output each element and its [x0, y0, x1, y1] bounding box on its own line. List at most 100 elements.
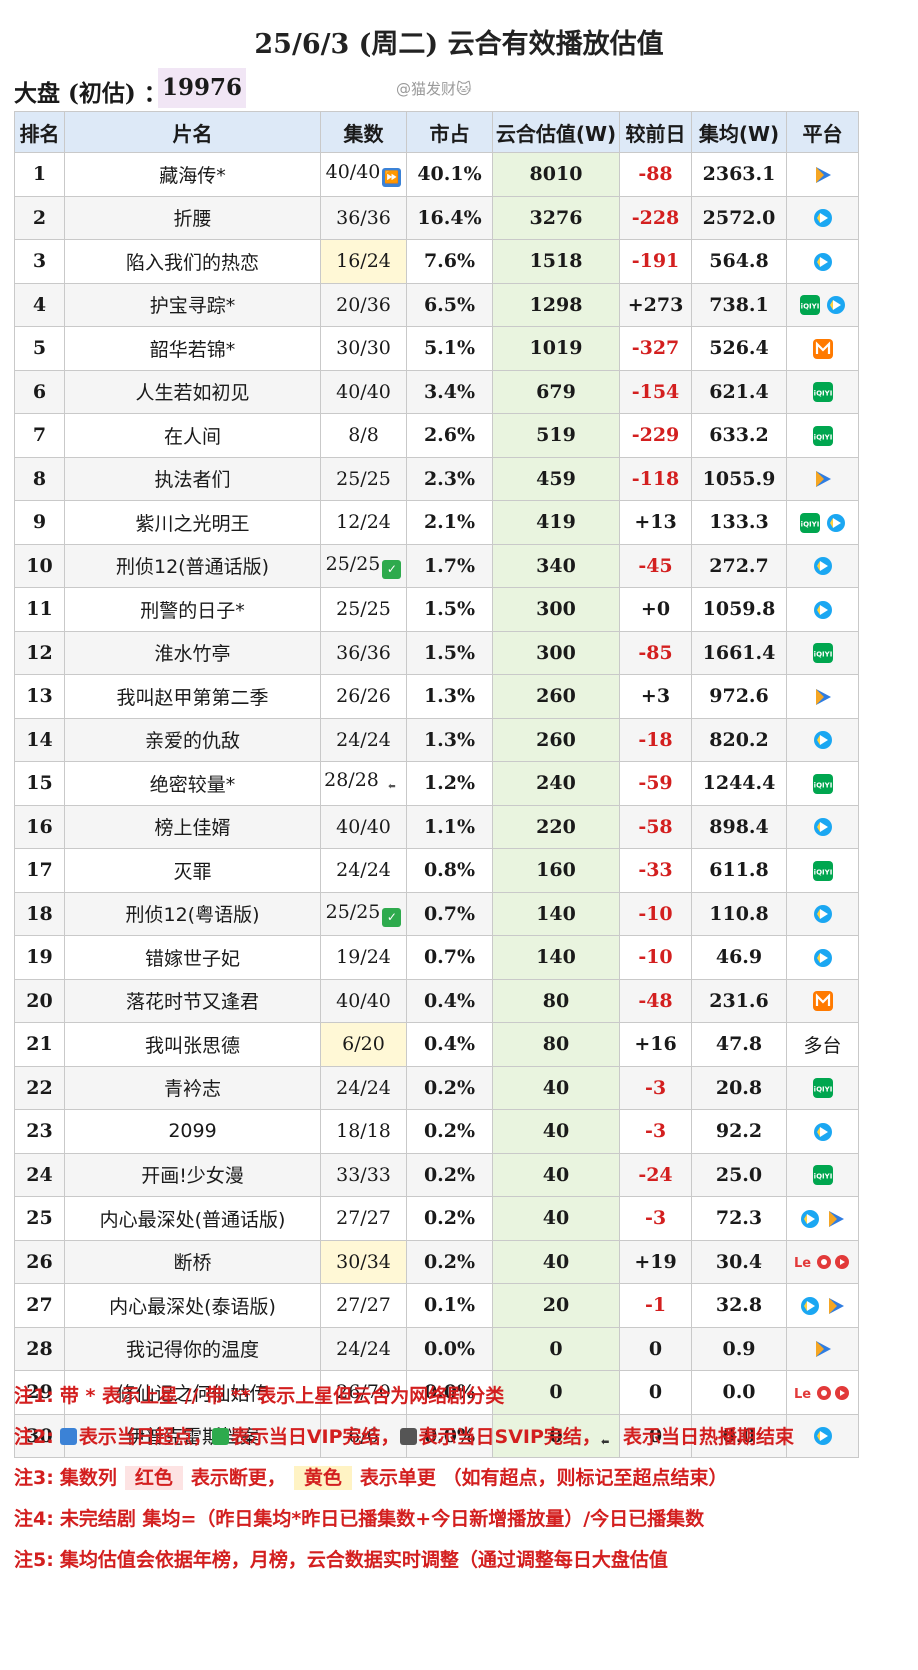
cell-value: 40	[492, 1239, 620, 1284]
cell-name: 内心最深处(普通话版)	[64, 1196, 321, 1241]
cell-share: 1.3%	[406, 717, 493, 762]
episodes-text: 25/25	[336, 598, 391, 621]
cell-name: 榜上佳婿	[64, 804, 321, 849]
tencent-video-icon	[815, 166, 831, 183]
episodes-text: 19/24	[336, 946, 391, 969]
header-platform: 平台	[786, 111, 859, 153]
tencent-video-icon	[815, 471, 831, 488]
episodes-text: 36/36	[336, 206, 391, 229]
cell-episodes: 24/24	[320, 1065, 407, 1110]
episodes-text: 28/28	[324, 769, 379, 792]
table-row: 24 开画!少女漫 33/33 0.2% 40 -24 25.0 iQIYI	[14, 1152, 859, 1197]
iqiyi-icon: iQIYI	[812, 860, 833, 881]
table-row: 23 2099 18/18 0.2% 40 -3 92.2	[14, 1109, 859, 1154]
cell-episodes: 6/20	[320, 1022, 407, 1067]
cell-avg: 110.8	[691, 891, 787, 936]
cell-value: 20	[492, 1283, 620, 1328]
note-1: 注1: 带 * 表示上星 // 带 ** 表示上星但云合为网络剧分类	[14, 1376, 904, 1417]
note-text: 表示当日VIP完结，	[230, 1426, 400, 1448]
cell-name: 灭罪	[64, 848, 321, 893]
cell-rank: 14	[14, 717, 65, 762]
cell-episodes: 25/25 ✓	[320, 891, 407, 936]
iqiyi-icon: iQIYI	[799, 512, 820, 533]
table-row: 17 灭罪 24/24 0.8% 160 -33 611.8 iQIYI	[14, 848, 859, 893]
cell-change: -24	[619, 1152, 692, 1197]
youku-icon	[813, 905, 832, 924]
cell-platform	[786, 239, 859, 284]
episodes-text: 33/33	[336, 1163, 391, 1186]
table-row: 5 韶华若锦* 30/30 5.1% 1019 -327 526.4	[14, 326, 859, 371]
mango-tv-icon	[812, 338, 833, 359]
cell-episodes: 27/27	[320, 1283, 407, 1328]
table-header-row: 排名 片名 集数 市占 云合估值(W) 较前日 集均(W) 平台	[14, 111, 859, 153]
episodes-text: 36/36	[336, 641, 391, 664]
cell-share: 40.1%	[406, 152, 493, 197]
yellow-swatch-label: 黄色	[293, 1466, 352, 1490]
note-label: 注4:	[14, 1508, 54, 1530]
cell-share: 2.1%	[406, 500, 493, 545]
table-row: 25 内心最深处(普通话版) 27/27 0.2% 40 -3 72.3	[14, 1196, 859, 1241]
cell-avg: 92.2	[691, 1109, 787, 1154]
cell-share: 1.3%	[406, 674, 493, 719]
cell-change: -45	[619, 543, 692, 588]
episodes-text: 18/18	[336, 1120, 391, 1143]
cell-value: 240	[492, 761, 620, 806]
note-4: 注4: 未完结剧 集均=（昨日集均*昨日已播集数+今日新增播放量）/今日已播集数	[14, 1499, 904, 1540]
cell-name: 折腰	[64, 195, 321, 240]
cell-rank: 1	[14, 152, 65, 197]
cell-name: 藏海传*	[64, 152, 321, 197]
cell-platform	[786, 1196, 859, 1241]
note-text: 带 * 表示上星 // 带 ** 表示上星但云合为网络剧分类	[59, 1385, 505, 1407]
cell-share: 0.4%	[406, 1022, 493, 1067]
mango-tv-icon	[812, 991, 833, 1012]
cell-avg: 1661.4	[691, 630, 787, 675]
cell-avg: 621.4	[691, 369, 787, 414]
cell-name: 亲爱的仇敌	[64, 717, 321, 762]
iqiyi-icon: iQIYI	[812, 382, 833, 403]
cell-change: -3	[619, 1109, 692, 1154]
table-row: 6 人生若如初见 40/40 3.4% 679 -154 621.4 iQIYI	[14, 369, 859, 414]
svip-check-icon	[399, 1428, 417, 1445]
cell-value: 80	[492, 1022, 620, 1067]
cell-change: -228	[619, 195, 692, 240]
note-text: 集均估值会依据年榜，月榜，云合数据实时调整（通过调整每日大盘估值	[59, 1549, 668, 1571]
cell-episodes: 24/24	[320, 717, 407, 762]
iqiyi-icon: iQIYI	[812, 643, 833, 664]
note-label: 注5:	[14, 1549, 54, 1571]
iqiyi-icon: iQIYI	[812, 1165, 833, 1186]
cell-value: 300	[492, 630, 620, 675]
cell-change: -58	[619, 804, 692, 849]
cell-share: 0.1%	[406, 1283, 493, 1328]
header-change: 较前日	[619, 111, 692, 153]
cell-value: 220	[492, 804, 620, 849]
youku-icon	[813, 557, 832, 576]
cell-platform: iQIYI	[786, 1152, 859, 1197]
tencent-video-icon	[815, 1341, 831, 1358]
cell-value: 260	[492, 674, 620, 719]
cell-share: 0.7%	[406, 891, 493, 936]
episodes-text: 40/40	[325, 161, 381, 184]
cell-avg: 972.6	[691, 674, 787, 719]
cell-share: 1.5%	[406, 630, 493, 675]
cell-avg: 633.2	[691, 413, 787, 458]
cell-platform: iQIYI	[786, 500, 859, 545]
cell-rank: 13	[14, 674, 65, 719]
note-2: 注2: 表示当日超点， 表示当日VIP完结， 表示当日SVIP完结，⬅ 表示当日热播期结…	[14, 1417, 904, 1458]
check-icon: ✓	[382, 559, 402, 579]
table-row: 29 修仙记之何仙姑传 26/70 0.0% 0 0 0.0 Le	[14, 1370, 859, 1415]
cell-value: 140	[492, 891, 620, 936]
cell-value: 679	[492, 369, 620, 414]
note-3: 注3: 集数列 红色 表示断更， 黄色 表示单更 （如有超点，则标记至超点结束）	[14, 1458, 904, 1499]
episodes-text: 12/24	[336, 511, 391, 534]
cell-avg: 820.2	[691, 717, 787, 762]
cell-value: 1518	[492, 239, 620, 284]
iqiyi-icon: iQIYI	[812, 1078, 833, 1099]
cell-change: -85	[619, 630, 692, 675]
cell-rank: 30	[14, 1413, 65, 1458]
cell-avg: 46.9	[691, 935, 787, 980]
youku-icon	[813, 1122, 832, 1141]
youku-icon	[813, 252, 832, 271]
cell-episodes: 8/8	[320, 413, 407, 458]
cell-avg: 0.0	[691, 1370, 787, 1415]
cell-platform	[786, 891, 859, 936]
